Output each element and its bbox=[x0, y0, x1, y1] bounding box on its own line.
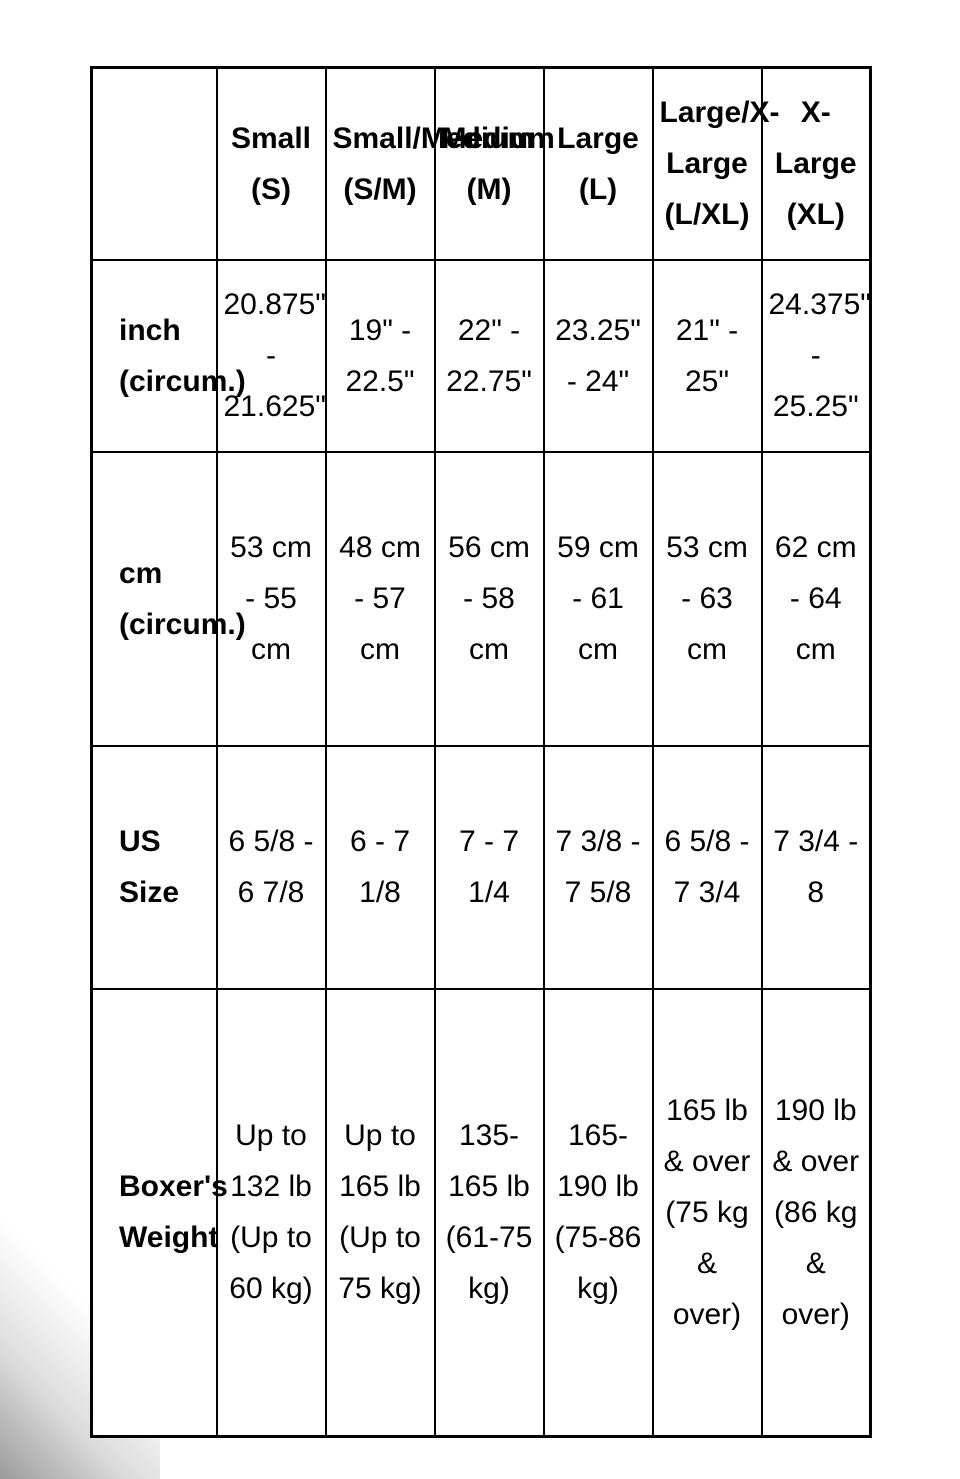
table-cell: Up to 132 lb (Up to 60 kg) bbox=[215, 987, 327, 1438]
column-header: Small/Medium (S/M) bbox=[324, 66, 534, 261]
table-cell: 59 cm - 61 cm bbox=[542, 450, 654, 747]
table-row: Boxer's Weight Up to 132 lb (Up to 60 kg)… bbox=[90, 987, 872, 1438]
table-cell: 20.875" - 21.625" bbox=[215, 258, 327, 453]
table-cell: Up to 165 lb (Up to 75 kg) bbox=[324, 987, 436, 1438]
table-cell: 23.25" - 24" bbox=[542, 258, 654, 453]
row-label: cm (circum.) bbox=[90, 450, 246, 747]
row-label: US Size bbox=[90, 744, 218, 990]
table-cell: 53 cm - 55 cm bbox=[215, 450, 327, 747]
table-cell: 6 - 7 1/8 bbox=[324, 744, 436, 990]
column-header: Large/X-Large (L/XL) bbox=[651, 66, 780, 261]
table-cell: 7 3/8 - 7 5/8 bbox=[542, 744, 654, 990]
table-cell: 62 cm - 64 cm bbox=[760, 450, 872, 747]
table-row: cm (circum.) 53 cm - 55 cm 48 cm - 57 cm 56… bbox=[90, 450, 872, 747]
table-cell: 7 - 7 1/4 bbox=[433, 744, 545, 990]
row-label: inch (circum.) bbox=[90, 258, 246, 453]
column-header: Small (S) bbox=[215, 66, 327, 261]
table-cell: 165-190 lb (75-86 kg) bbox=[542, 987, 654, 1438]
table-cell: 24.375" - 25.25" bbox=[760, 258, 872, 453]
table-cell: 6 5/8 - 7 3/4 bbox=[651, 744, 763, 990]
table-cell: 22" - 22.75" bbox=[433, 258, 545, 453]
table-cell: 135-165 lb (61-75 kg) bbox=[433, 987, 545, 1438]
corner-cell bbox=[90, 66, 218, 261]
column-header: Large (L) bbox=[542, 66, 654, 261]
table-row: US Size 6 5/8 - 6 7/8 6 - 7 1/8 7 - 7 1/4 7 … bbox=[90, 744, 872, 990]
size-table: Small (S) Small/Medium (S/M) Medium (M) Lar… bbox=[90, 66, 872, 1438]
table-cell: 7 3/4 - 8 bbox=[760, 744, 872, 990]
table-cell: 190 lb & over (86 kg & over) bbox=[760, 987, 872, 1438]
column-header: X-Large (XL) bbox=[760, 66, 872, 261]
table-cell: 21" - 25" bbox=[651, 258, 763, 453]
row-label: Boxer's Weight bbox=[90, 987, 228, 1438]
header-row: Small (S) Small/Medium (S/M) Medium (M) Lar… bbox=[90, 66, 872, 261]
table-cell: 56 cm - 58 cm bbox=[433, 450, 545, 747]
table-row: inch (circum.) 20.875" - 21.625" 19" - 22.… bbox=[90, 258, 872, 453]
column-header: Medium (M) bbox=[433, 66, 555, 261]
table-cell: 6 5/8 - 6 7/8 bbox=[215, 744, 327, 990]
table-cell: 53 cm - 63 cm bbox=[651, 450, 763, 747]
table-cell: 19" - 22.5" bbox=[324, 258, 436, 453]
table-cell: 165 lb & over (75 kg & over) bbox=[651, 987, 763, 1438]
table-cell: 48 cm - 57 cm bbox=[324, 450, 436, 747]
